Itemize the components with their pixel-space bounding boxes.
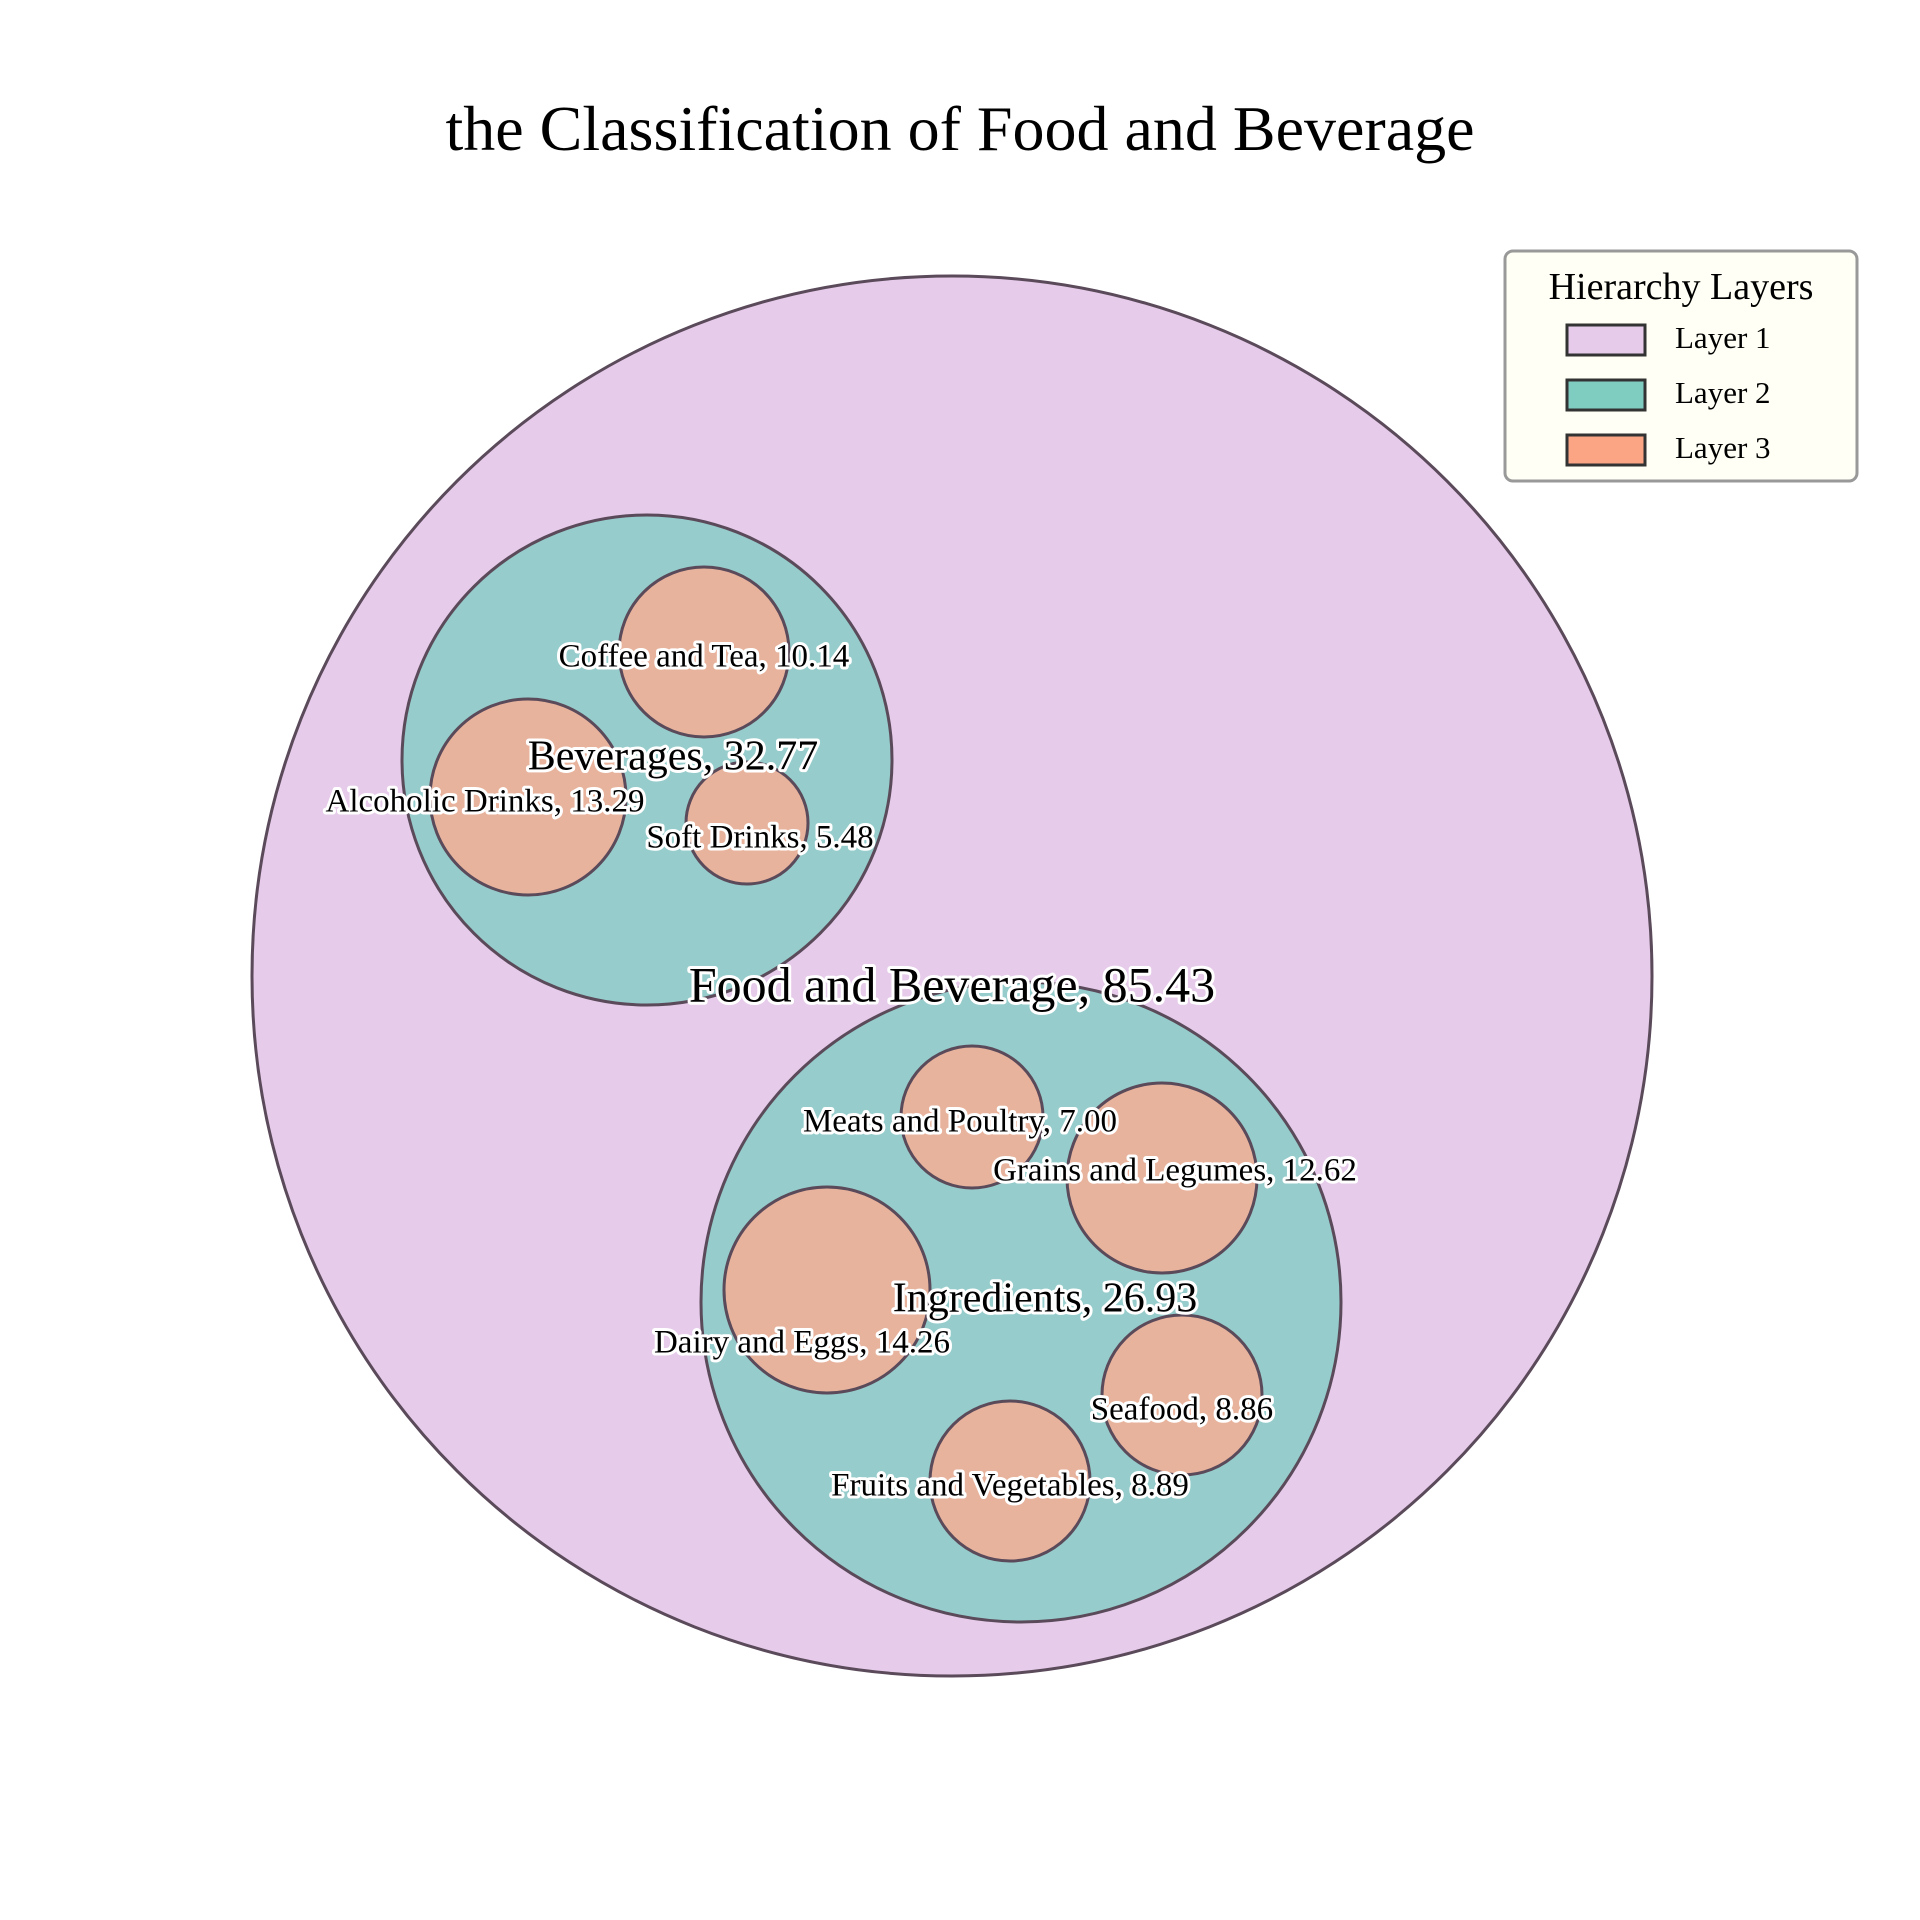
legend: Hierarchy Layers Layer 1 Layer 2 Layer 3 [1505, 251, 1857, 481]
label-seafood: Seafood, 8.86 [1091, 1392, 1273, 1428]
label-coffee-and-tea: Coffee and Tea, 10.14 [559, 639, 850, 675]
label-meats-and-poultry: Meats and Poultry, 7.00 [803, 1104, 1117, 1140]
chart-title: the Classification of Food and Beverage [445, 93, 1474, 164]
legend-swatch-layer-1 [1567, 325, 1645, 355]
legend-swatch-layer-3 [1567, 435, 1645, 465]
label-ingredients: Ingredients, 26.93 [893, 1276, 1197, 1322]
label-alcoholic-drinks: Alcoholic Drinks, 13.29 [326, 784, 645, 820]
legend-title: Hierarchy Layers [1549, 266, 1814, 308]
label-fruits-and-vegetables: Fruits and Vegetables, 8.89 [831, 1468, 1189, 1504]
legend-label-layer-3: Layer 3 [1675, 430, 1771, 465]
label-food-and-beverage: Food and Beverage, 85.43 [689, 956, 1215, 1012]
label-dairy-and-eggs: Dairy and Eggs, 14.26 [654, 1325, 950, 1361]
legend-label-layer-2: Layer 2 [1675, 375, 1771, 410]
legend-swatch-layer-2 [1567, 380, 1645, 410]
label-soft-drinks: Soft Drinks, 5.48 [646, 820, 873, 856]
label-beverages: Beverages, 32.77 [528, 734, 818, 780]
label-grains-and-legumes: Grains and Legumes, 12.62 [993, 1153, 1357, 1189]
legend-label-layer-1: Layer 1 [1675, 320, 1771, 355]
